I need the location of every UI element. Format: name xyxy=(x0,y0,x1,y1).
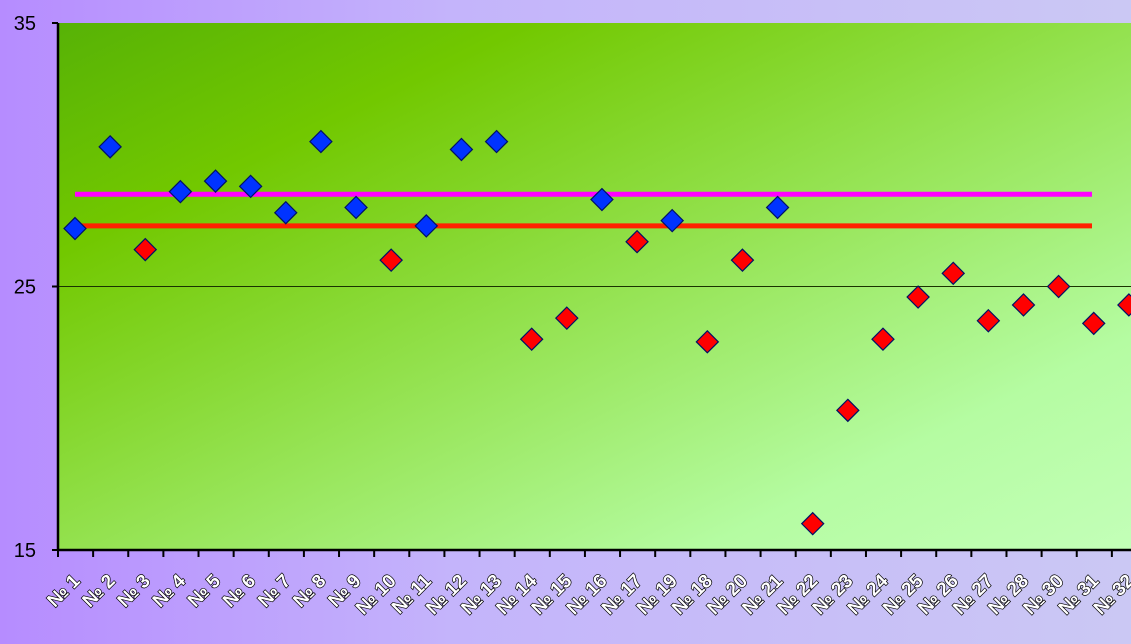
data-point xyxy=(168,179,193,204)
data-point xyxy=(554,306,579,330)
x-tick-label: № 4 xyxy=(149,570,190,611)
data-point xyxy=(730,248,755,272)
data-point xyxy=(660,208,685,233)
x-tick-label: № 20 xyxy=(703,571,752,620)
x-tick-label: № 16 xyxy=(563,571,612,620)
x-tick-label: № 3 xyxy=(114,571,155,612)
x-tick-label: № 19 xyxy=(633,571,682,620)
data-point xyxy=(1011,293,1036,317)
data-point xyxy=(484,129,509,154)
x-tick-label: № 22 xyxy=(774,571,823,620)
x-tick-label: № 26 xyxy=(914,571,963,620)
x-tick-label: № 17 xyxy=(598,571,647,620)
data-point xyxy=(519,327,544,352)
data-point xyxy=(98,134,122,159)
x-tick-label: № 6 xyxy=(219,571,260,612)
x-tick-label: № 2 xyxy=(79,571,120,612)
data-point xyxy=(590,187,614,212)
y-tick-label: 35 xyxy=(14,13,36,35)
data-point xyxy=(941,261,966,286)
data-point xyxy=(1117,293,1131,317)
x-tick-label: № 12 xyxy=(422,571,471,620)
data-point xyxy=(344,195,368,220)
y-tick-label: 25 xyxy=(14,277,36,299)
x-tick-label: № 28 xyxy=(985,571,1034,620)
data-point xyxy=(906,285,930,309)
data-point xyxy=(379,248,404,272)
x-tick-label: № 8 xyxy=(289,571,330,612)
data-point xyxy=(695,329,720,354)
data-point xyxy=(765,195,790,220)
x-tick-label: № 30 xyxy=(1020,571,1069,620)
data-point xyxy=(625,229,649,254)
data-point xyxy=(449,137,474,162)
data-point xyxy=(835,398,860,423)
x-tick-label: № 13 xyxy=(458,571,507,620)
data-point xyxy=(1081,311,1106,336)
data-point xyxy=(1046,274,1071,299)
data-point xyxy=(133,237,158,262)
data-point xyxy=(976,308,1001,333)
data-point xyxy=(800,511,825,536)
data-point xyxy=(63,216,87,241)
x-tick-label: № 27 xyxy=(949,571,998,620)
y-tick-label: 15 xyxy=(14,540,36,562)
data-point xyxy=(871,327,895,352)
x-tick-label: № 18 xyxy=(668,571,717,620)
data-point xyxy=(309,129,333,154)
data-point xyxy=(273,200,298,225)
data-point xyxy=(203,169,228,193)
x-tick-label: № 10 xyxy=(352,571,401,620)
x-tick-label: № 32 xyxy=(1090,571,1131,620)
x-tick-label: № 5 xyxy=(184,570,225,611)
x-tick-label: № 23 xyxy=(809,571,858,620)
data-point xyxy=(414,214,439,238)
data-point xyxy=(238,174,263,199)
x-tick-label: № 7 xyxy=(254,571,295,612)
x-tick-label: № 1 xyxy=(44,570,85,611)
